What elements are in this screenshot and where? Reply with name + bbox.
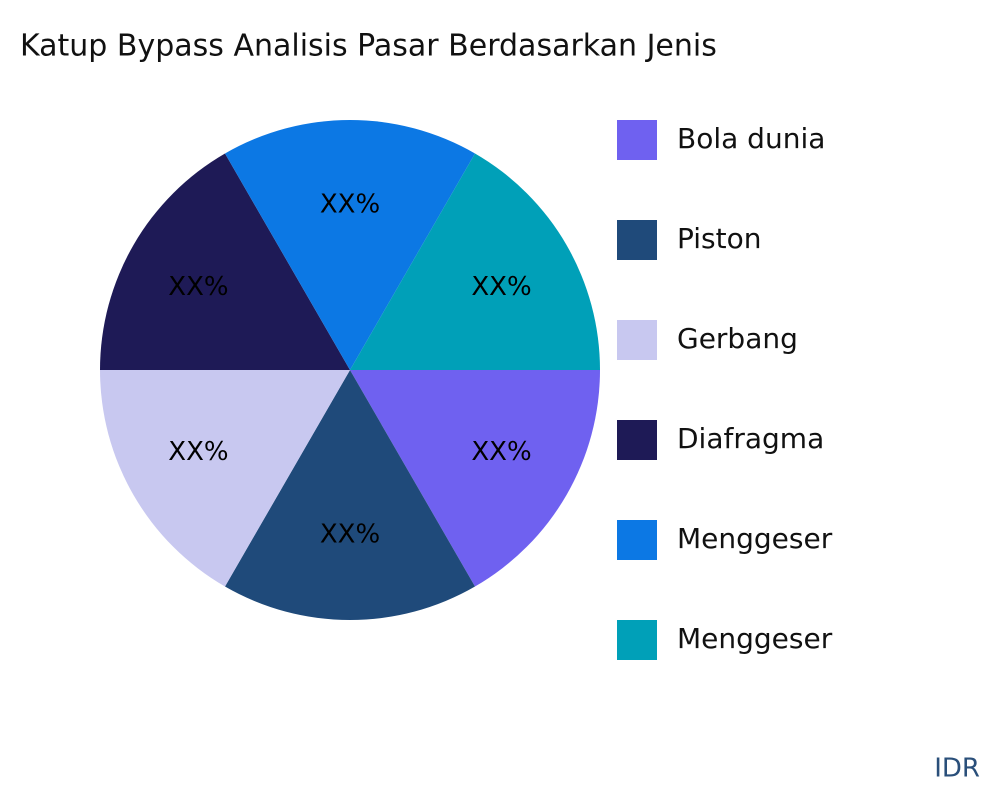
pie-slice — [100, 370, 350, 587]
legend-swatch — [617, 620, 657, 660]
data-label: XX% — [471, 272, 531, 302]
data-label: XX% — [471, 437, 531, 467]
data-label: XX% — [168, 437, 228, 467]
legend-swatch — [617, 420, 657, 460]
pie-slice — [100, 153, 350, 370]
legend-label: Gerbang — [677, 322, 798, 355]
legend-label: Bola dunia — [677, 122, 825, 155]
data-label: XX% — [320, 190, 380, 220]
legend-swatch — [617, 220, 657, 260]
data-label: XX% — [320, 520, 380, 550]
legend-label: Piston — [677, 222, 762, 255]
legend-label: Diafragma — [677, 422, 824, 455]
chart-title: Katup Bypass Analisis Pasar Berdasarkan … — [20, 29, 717, 64]
pie-slice — [225, 370, 475, 620]
pie-slice — [350, 153, 600, 370]
pie-slice — [350, 370, 600, 587]
data-label: XX% — [168, 272, 228, 302]
legend-label: Menggeser — [677, 622, 833, 655]
legend-label: Menggeser — [677, 522, 833, 555]
watermark: IDR — [934, 754, 980, 784]
legend-swatch — [617, 520, 657, 560]
pie-slice — [225, 119, 475, 370]
legend-swatch — [617, 120, 657, 160]
legend-swatch — [617, 320, 657, 360]
